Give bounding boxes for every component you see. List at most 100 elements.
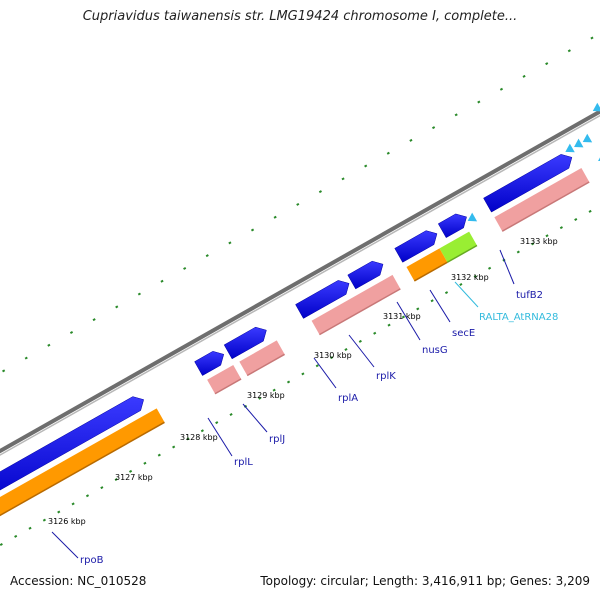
- kbp-tick-label: 3127 kbp: [115, 473, 153, 482]
- tick-mark-inner: [459, 283, 463, 286]
- tick-mark-inner: [387, 323, 391, 327]
- gene-leader-line: [454, 281, 479, 308]
- backbone-highlight: [0, 114, 600, 456]
- tick-mark-outer: [69, 330, 74, 334]
- tick-mark-inner: [373, 331, 377, 335]
- tick-mark-outer: [2, 369, 6, 373]
- gene-leader-line: [207, 417, 233, 457]
- gene-rplA-edge: [319, 288, 401, 336]
- gene-label-tufB2[interactable]: tufB2: [516, 290, 543, 301]
- tick-mark-outer: [228, 241, 232, 245]
- tick-mark-outer: [115, 305, 119, 309]
- gene-label-rplJ[interactable]: rplJ: [269, 434, 285, 445]
- tick-mark-outer: [24, 356, 28, 360]
- kbp-tick-label: 3133 kbp: [520, 237, 558, 246]
- gene-leader-line: [429, 289, 451, 323]
- cds-rpoB: [0, 396, 144, 491]
- backbone-line: [0, 109, 600, 454]
- tick-mark-outer: [364, 164, 368, 168]
- tick-mark-inner: [200, 429, 204, 433]
- tick-mark-inner: [330, 356, 334, 360]
- tick-mark-inner: [516, 250, 520, 254]
- gene-secE-edge: [447, 244, 478, 263]
- tick-mark-inner: [545, 234, 549, 238]
- gene-nusG-edge: [413, 261, 448, 282]
- tick-mark-outer: [296, 202, 300, 206]
- gene-label-secE[interactable]: secE: [452, 328, 475, 339]
- trna-RALTA_AtRNA28-arrow: [467, 212, 478, 222]
- gene-label-rplK[interactable]: rplK: [376, 371, 396, 382]
- tick-mark-inner: [42, 518, 46, 522]
- gene-rplL: [207, 365, 242, 394]
- tick-mark-inner: [71, 502, 75, 506]
- tick-mark-outer: [477, 100, 481, 104]
- gene-secE: [439, 231, 478, 263]
- tick-mark-outer: [137, 292, 141, 296]
- gene-rpoB-edge: [0, 421, 165, 517]
- gene-tufB2: [494, 168, 590, 232]
- tick-mark-inner: [286, 380, 291, 384]
- tick-mark-inner: [272, 388, 276, 392]
- tick-mark-inner: [430, 299, 434, 303]
- tick-mark-inner: [28, 526, 32, 530]
- tick-mark-inner: [215, 421, 219, 425]
- tick-mark-outer: [47, 343, 51, 347]
- tick-mark-inner: [172, 445, 176, 449]
- kbp-tick-label: 3132 kbp: [451, 273, 489, 282]
- tick-mark-outer: [545, 62, 549, 66]
- kbp-tick-label: 3129 kbp: [247, 391, 285, 400]
- kbp-tick-label: 3130 kbp: [314, 351, 352, 360]
- tick-marks: [0, 36, 594, 546]
- tick-mark-outer: [273, 215, 277, 219]
- cds-secE: [437, 213, 467, 239]
- tick-mark-outer: [386, 151, 390, 155]
- tick-mark-inner: [258, 396, 262, 400]
- tick-mark-inner: [559, 226, 563, 230]
- cds-nusG: [394, 230, 438, 263]
- gene-rplL-edge: [214, 378, 242, 395]
- tick-mark-inner: [57, 510, 61, 514]
- features: [0, 102, 600, 517]
- gene-label-rplA[interactable]: rplA: [338, 393, 358, 404]
- gene-label-rpoB[interactable]: rpoB: [80, 555, 104, 566]
- tick-mark-outer: [250, 228, 255, 232]
- kbp-tick-label: 3128 kbp: [180, 433, 218, 442]
- tick-mark-outer: [160, 279, 164, 283]
- gene-nusG: [406, 248, 448, 281]
- tick-mark-outer: [567, 49, 571, 53]
- gene-label-RALTA_AtRNA28[interactable]: RALTA_AtRNA28: [479, 312, 558, 323]
- gene-leader-line: [396, 301, 421, 341]
- tick-mark-inner: [315, 364, 319, 368]
- tick-mark-outer: [318, 190, 322, 194]
- tick-mark-outer: [431, 126, 436, 130]
- gene-leader-line: [499, 249, 515, 285]
- gene-rplJ-edge: [246, 353, 286, 377]
- tick-mark-inner: [574, 218, 578, 221]
- kbp-tick-label: 3126 kbp: [48, 517, 86, 526]
- trna-arrow: [565, 143, 575, 153]
- tick-mark-inner: [473, 274, 477, 278]
- tick-mark-inner: [301, 372, 305, 376]
- tick-mark-outer: [454, 113, 458, 117]
- accession-label: Accession: NC_010528: [10, 574, 147, 588]
- gene-leader-line: [348, 334, 375, 368]
- cds-rplK: [347, 260, 384, 290]
- tick-mark-inner: [100, 486, 104, 490]
- tick-mark-outer: [499, 87, 504, 91]
- tick-mark-inner: [416, 307, 420, 311]
- tick-mark-inner: [0, 543, 3, 546]
- cds-rplL: [194, 351, 225, 376]
- cds-rplJ: [223, 326, 267, 360]
- tick-mark-inner: [85, 494, 90, 498]
- gene-rplJ: [239, 340, 285, 376]
- gene-label-nusG[interactable]: nusG: [422, 345, 448, 356]
- gene-label-rplL[interactable]: rplL: [234, 457, 253, 468]
- tick-mark-inner: [531, 242, 535, 246]
- tick-mark-inner: [444, 291, 449, 295]
- cds-tufB2: [483, 154, 573, 213]
- tick-mark-outer: [205, 254, 209, 258]
- tick-mark-inner: [358, 339, 362, 343]
- tick-mark-inner: [401, 315, 406, 319]
- topology-summary: Topology: circular; Length: 3,416,911 bp…: [260, 574, 590, 588]
